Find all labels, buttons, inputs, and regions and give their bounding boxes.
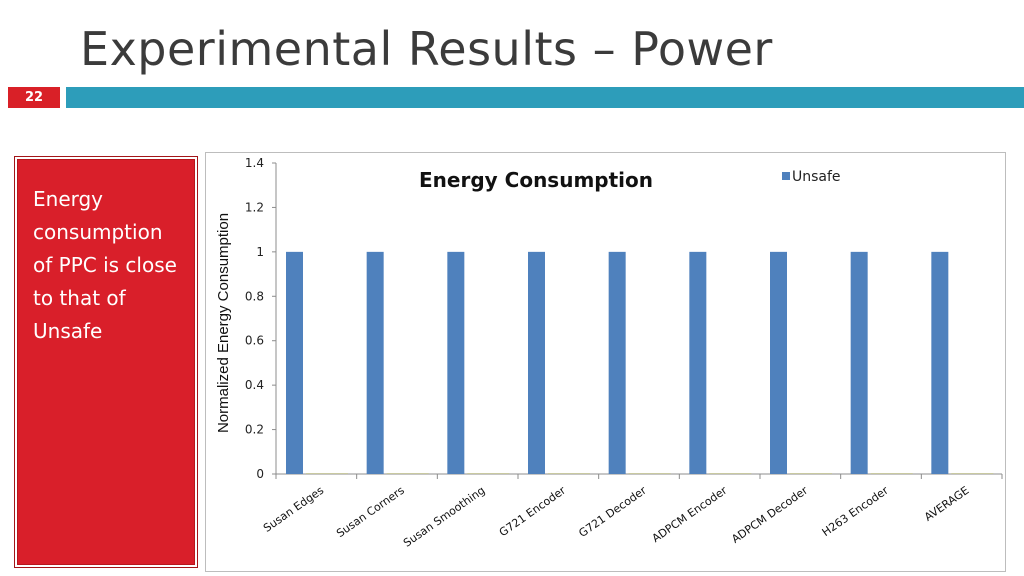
title-accent-bar [66,87,1024,108]
x-category-label: ADPCM Encoder [650,484,730,546]
bar-unsafe [608,251,626,474]
x-category-label: AVERAGE [922,484,972,524]
summary-text: Energy consumption of PPC is close to th… [33,187,177,343]
summary-box: Energy consumption of PPC is close to th… [14,156,198,568]
slide-number: 22 [8,87,60,108]
bar-unsafe [447,251,465,474]
x-category-label: Susan Corners [334,484,407,540]
chart-title: Energy Consumption [419,168,653,192]
plot-area: 0 0.2 0.4 0.6 0.8 1 1.2 1.4 Susan Edges Susan Cor… [245,156,1003,550]
x-category-label: Susan Smoothing [401,484,487,550]
y-tick-label: 1 [256,245,264,259]
x-category-label: ADPCM Decoder [729,484,810,546]
y-tick-label: 0.6 [245,334,264,348]
chart-frame: Energy Consumption Unsafe Normalized Ene… [205,152,1006,572]
bar-unsafe [528,251,545,474]
bar-unsafe [931,251,949,474]
y-tick-label: 0.4 [245,378,264,392]
legend-label-unsafe: Unsafe [792,169,841,185]
bar-unsafe [286,251,303,474]
bar-unsafe [366,251,384,474]
y-tick-label: 0 [256,467,264,481]
energy-bar-chart: Energy Consumption Unsafe Normalized Ene… [215,156,1003,550]
x-category-label: G721 Decoder [576,484,649,540]
y-tick-label: 1.2 [245,200,264,214]
bar-unsafe [689,251,707,474]
x-category-label: Susan Edges [261,484,326,535]
y-axis-label: Normalized Energy Consumption [215,213,232,433]
x-category-label: H263 Encoder [820,484,892,540]
bar-unsafe [770,251,787,474]
y-tick-label: 0.8 [245,289,264,303]
y-tick-label: 1.4 [245,156,264,170]
x-category-label: G721 Encoder [497,484,569,540]
legend-swatch-unsafe [782,172,790,180]
slide-title: Experimental Results – Power [80,22,773,76]
bar-unsafe [850,251,868,474]
y-tick-label: 0.2 [245,423,264,437]
